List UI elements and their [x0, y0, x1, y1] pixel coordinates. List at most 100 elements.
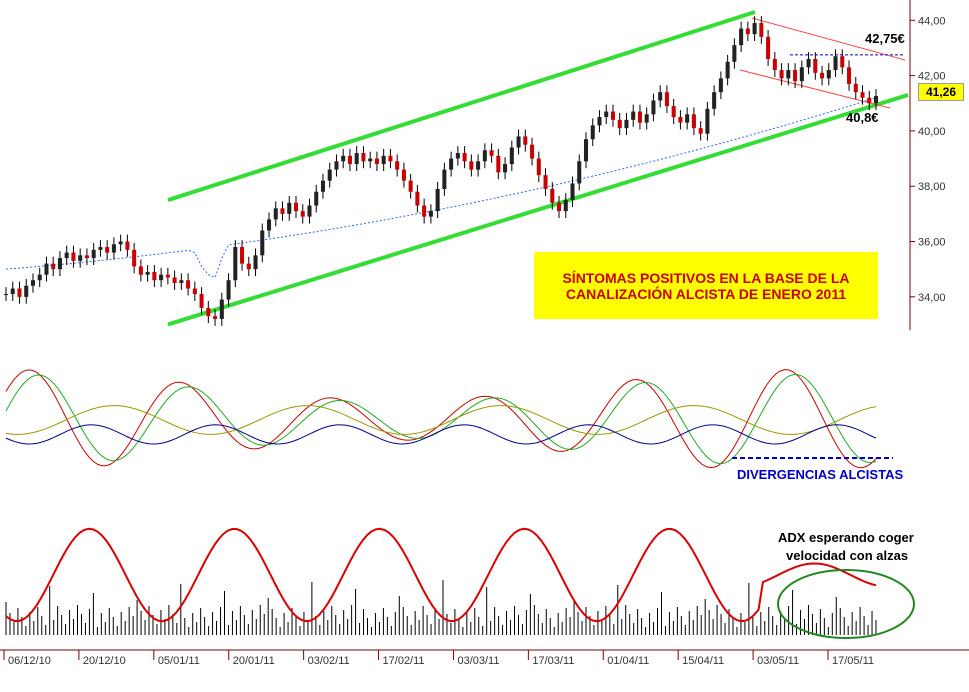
candle-body: [280, 208, 285, 214]
candle-body: [873, 96, 879, 104]
candle-body: [847, 67, 852, 84]
candle-body: [246, 263, 251, 270]
candle-body: [705, 108, 710, 134]
candle-body: [422, 205, 427, 217]
candle-body: [213, 316, 218, 319]
candle-body: [799, 67, 804, 82]
candle-body: [165, 274, 170, 278]
time-axis-tick-label: 20/01/11: [233, 655, 275, 667]
candle-body: [617, 119, 622, 129]
candle-body: [260, 230, 265, 256]
candle-body: [152, 271, 157, 281]
candle-body: [806, 59, 811, 68]
price-axis-tick-label: 34,00: [918, 292, 946, 304]
candle-body: [853, 83, 858, 93]
price-axis-tick-label: 44,00: [918, 15, 946, 27]
upper-channel-line: [167, 10, 756, 202]
candle-body: [442, 169, 447, 189]
candle-body: [712, 92, 717, 109]
candle-body: [685, 114, 690, 123]
candle-body: [206, 307, 211, 317]
candle-body: [10, 288, 15, 295]
candle-body: [523, 136, 528, 145]
candle-body: [51, 263, 56, 270]
candle-body: [179, 280, 184, 283]
time-axis-tick-label: 06/12/10: [8, 655, 51, 667]
candle-body: [341, 155, 346, 162]
candle-body: [779, 70, 784, 79]
candle-body: [37, 274, 42, 281]
candle-body: [469, 161, 474, 170]
oscillator-navy-line: [5, 424, 877, 445]
candle-body: [368, 158, 373, 162]
candle-body: [631, 111, 636, 120]
candle-body: [752, 23, 757, 35]
candle-body: [226, 280, 231, 300]
candle-body: [64, 252, 69, 259]
candle-body: [536, 158, 541, 176]
candle-body: [408, 180, 413, 192]
candle-body: [314, 191, 319, 206]
downtrend-upper-line: [751, 17, 906, 61]
candle-body: [219, 299, 224, 319]
candle-body: [516, 136, 521, 148]
candle-body: [111, 244, 116, 253]
candle-body: [30, 280, 35, 286]
time-axis-tick-label: 03/05/11: [757, 655, 799, 667]
adx-highlight-ellipse: [777, 569, 915, 639]
candle-body: [192, 288, 197, 295]
candle-body: [739, 28, 744, 46]
candle-body: [725, 61, 730, 79]
last-price-badge: 41,26: [918, 83, 964, 101]
candle-body: [597, 117, 602, 126]
candle-body: [334, 161, 339, 170]
candle-body: [476, 161, 481, 170]
candle-body: [354, 153, 359, 165]
candle-body: [732, 45, 737, 62]
candle-body: [395, 161, 400, 170]
candle-body: [240, 247, 245, 264]
time-axis-tick-label: 17/02/11: [383, 655, 425, 667]
candle-body: [786, 70, 791, 79]
candle-body: [300, 211, 305, 217]
oscillator-olive-line: [5, 405, 877, 435]
candle-body: [320, 180, 325, 192]
price-axis-tick-label: 42,00: [918, 71, 946, 83]
price-axis-tick-label: 36,00: [918, 237, 946, 249]
oscillator-green-line: [5, 374, 877, 465]
adx-note-line-2: velocidad con alzas: [786, 548, 909, 563]
lower-channel-line: [167, 93, 909, 327]
candle-body: [840, 56, 845, 68]
adx-note-line-1: ADX esperando coger: [778, 530, 914, 545]
candle-body: [820, 72, 825, 79]
candle-body: [462, 153, 467, 162]
adx-line: [5, 527, 877, 623]
candle-body: [590, 125, 595, 140]
candle-body: [867, 97, 872, 104]
candle-body: [253, 255, 258, 270]
candle-body: [84, 255, 89, 259]
time-axis-tick-label: 20/12/10: [83, 655, 126, 667]
candle-body: [98, 247, 103, 250]
candle-body: [793, 70, 798, 82]
candle-body: [233, 247, 238, 281]
candle-body: [132, 249, 137, 267]
candle-body: [293, 202, 299, 212]
candle-body: [327, 169, 332, 181]
candle-body: [772, 59, 777, 71]
candle-body: [833, 56, 838, 71]
candle-body: [691, 114, 696, 129]
candle-body: [745, 28, 750, 35]
candle-body: [3, 294, 9, 296]
candle-body: [381, 155, 386, 165]
candle-body: [172, 277, 177, 283]
candle-body: [570, 183, 575, 201]
candle-body: [24, 285, 29, 297]
time-axis-tick-label: 03/02/11: [308, 655, 350, 667]
candle-body: [57, 258, 62, 270]
candle-body: [489, 150, 494, 156]
candle-body: [860, 92, 865, 98]
candle-body: [557, 202, 562, 212]
candle-body: [159, 274, 164, 281]
candle-body: [374, 158, 379, 165]
